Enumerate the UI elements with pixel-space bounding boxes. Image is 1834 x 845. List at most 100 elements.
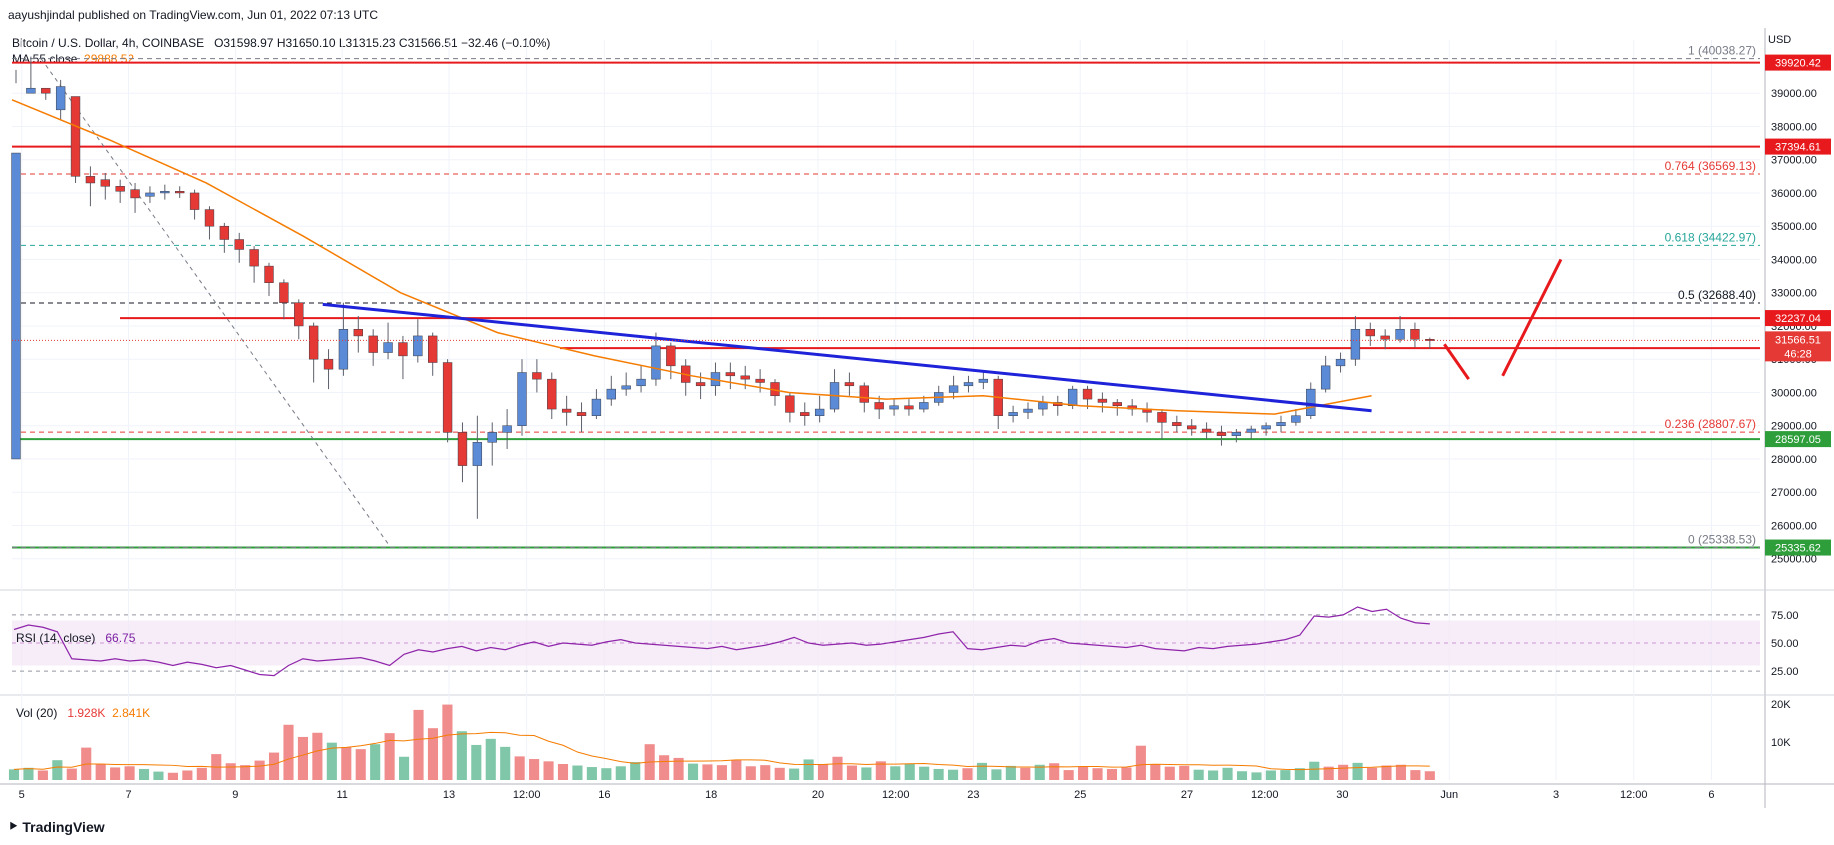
time-tick-label: 23 <box>967 789 979 801</box>
candle-body <box>264 265 274 283</box>
volume-bar <box>1078 766 1089 780</box>
footer-logo[interactable]: ⯈ TradingView <box>8 819 105 835</box>
ohlc-values: O31598.97 H31650.10 L31315.23 C31566.51 … <box>214 36 551 50</box>
candle-body <box>1320 365 1331 390</box>
level-price-box <box>1765 431 1831 448</box>
volume-ma-line <box>13 731 1430 771</box>
level-price-label: 32237.04 <box>1775 313 1821 325</box>
candle-body <box>413 335 423 357</box>
candle-body <box>1246 428 1256 433</box>
countdown-label: 46:28 <box>1784 348 1812 360</box>
volume-bar <box>1366 767 1378 780</box>
candle-body <box>1112 402 1122 406</box>
volume-bar <box>153 771 164 780</box>
tradingview-logo-icon: ⯈ <box>8 819 19 834</box>
volume-bar <box>716 765 727 780</box>
volume-bar <box>875 761 886 780</box>
volume-bar <box>601 768 612 780</box>
candle-body <box>561 408 572 413</box>
candle-body <box>919 402 929 410</box>
time-tick-label: 9 <box>232 789 238 801</box>
time-axis[interactable]: 5 7 9 11 13 12:00 16 18 20 12:00 23 25 27 12:00 30 Jun 3… <box>19 789 1715 801</box>
volume-bar <box>1222 767 1233 780</box>
symbol-legend[interactable]: Bitcoin / U.S. Dollar, 4h, COINBASE O315… <box>12 36 550 50</box>
time-tick-label: 3 <box>1553 789 1559 801</box>
candle-body <box>844 382 855 387</box>
candle-body <box>442 362 453 433</box>
candle-body <box>904 405 914 410</box>
volume-bar <box>991 769 1002 780</box>
volume-bar <box>37 770 48 780</box>
volume-bar <box>659 755 670 780</box>
overlays[interactable] <box>11 99 1760 415</box>
price-tick-label: 28000.00 <box>1771 454 1817 466</box>
fibonacci-levels[interactable]: 1 (40038.27) 0.764 (36569.13) 0.618 (34422… <box>12 44 1760 548</box>
projection-down-arrow <box>1443 343 1470 381</box>
volume-bar <box>615 766 626 780</box>
currency-label[interactable]: USD <box>1768 34 1792 46</box>
candle-body <box>576 412 587 416</box>
candle-body <box>1380 335 1390 340</box>
time-tick-label: 5 <box>19 789 25 801</box>
candle-body <box>621 385 631 390</box>
rsi-line <box>13 606 1430 677</box>
candle-body <box>249 249 259 267</box>
volume-bar <box>1150 764 1161 780</box>
volume-bar <box>803 759 814 780</box>
candle-body <box>1038 402 1048 410</box>
time-tick-label: Jun <box>1440 789 1458 801</box>
candle-body <box>279 282 289 303</box>
price-tick-label: 39000.00 <box>1771 88 1817 100</box>
volume-bar <box>846 765 857 780</box>
candle-body <box>859 385 869 403</box>
price-tick-label: 30000.00 <box>1771 387 1817 399</box>
volume-bar <box>543 761 554 780</box>
candle-body <box>234 239 244 250</box>
volume-bar <box>456 731 467 780</box>
horizontal-levels[interactable] <box>12 61 1760 549</box>
volume-bar <box>861 767 872 780</box>
price-axis[interactable]: 25000.00 26000.00 27000.00 28000.00 29000.00… <box>1765 54 1831 749</box>
candle-body <box>115 186 125 192</box>
volume-bar <box>500 746 511 780</box>
candle-body <box>398 342 408 357</box>
volume-bar <box>326 742 337 780</box>
volume-bar <box>485 738 496 780</box>
volume-bar <box>933 768 944 780</box>
candle-body <box>175 191 185 194</box>
time-tick-label: 12:00 <box>882 789 910 801</box>
candle-body <box>785 395 795 413</box>
time-tick-label: 11 <box>336 789 347 801</box>
candle-body <box>547 378 557 410</box>
volume-bar <box>442 704 453 780</box>
candle-body <box>85 176 96 184</box>
candle-body <box>41 87 51 94</box>
volume-bar <box>297 736 308 780</box>
candle-body <box>189 192 200 210</box>
last-price-box <box>1765 331 1831 362</box>
volume-bar <box>138 768 150 780</box>
candle-body <box>948 385 959 393</box>
volume-bar <box>1063 770 1074 780</box>
volume-bar <box>8 769 20 780</box>
level-price-label: 39920.42 <box>1775 58 1821 70</box>
candle-body <box>591 398 602 416</box>
candle-body <box>1172 422 1182 426</box>
volume-bar <box>110 767 121 780</box>
volume-legend[interactable]: Vol (20) 1.928K 2.841K <box>16 706 150 720</box>
level-price-label: 28597.05 <box>1775 434 1821 446</box>
candle-body <box>963 382 974 387</box>
volume-bar <box>471 744 482 780</box>
volume-bar <box>1020 767 1031 780</box>
candle-body <box>472 442 483 466</box>
volume-bar <box>1338 764 1349 780</box>
volume-bar <box>1251 772 1262 780</box>
time-tick-label: 13 <box>443 789 455 801</box>
publisher-line: aayushjindal published on TradingView.co… <box>8 8 379 22</box>
level-price-label: 37394.61 <box>1775 142 1821 154</box>
rsi-legend[interactable]: RSI (14, close) 66.75 <box>16 631 135 645</box>
volume-bar <box>789 768 800 780</box>
candle-body <box>1365 329 1375 337</box>
rsi-tick-label: 75.00 <box>1771 610 1799 622</box>
